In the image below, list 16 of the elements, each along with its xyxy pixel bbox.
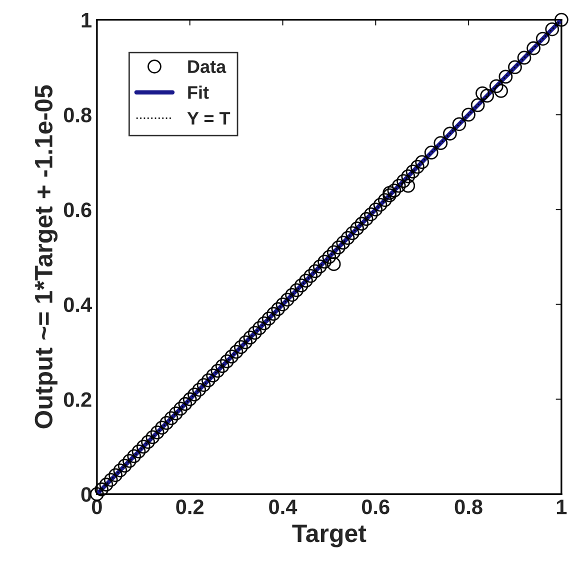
legend-label: Y = T [187, 112, 230, 125]
y-tick-label: 0.2 [64, 392, 92, 408]
y-tick-label: 0.6 [64, 202, 92, 218]
x-tick-label: 0.4 [269, 500, 298, 514]
legend-label: Data [188, 60, 226, 74]
x-tick-label: 0 [92, 500, 102, 514]
y-tick-label: 0.4 [64, 297, 92, 312]
x-tick-label: 0.6 [362, 500, 390, 514]
y-tick-label: 1 [82, 13, 92, 28]
x-tick-label: 0.2 [176, 500, 204, 514]
x-tick-label: 1 [556, 500, 567, 514]
y-tick-label: 0.8 [64, 108, 92, 122]
x-tick-label: 0.8 [454, 500, 482, 514]
y-axis-title: Output ~= 1*Target + -1.1e-05 [34, 85, 58, 428]
x-axis-title: Target [292, 524, 366, 548]
legend-label: Fit [188, 86, 209, 99]
